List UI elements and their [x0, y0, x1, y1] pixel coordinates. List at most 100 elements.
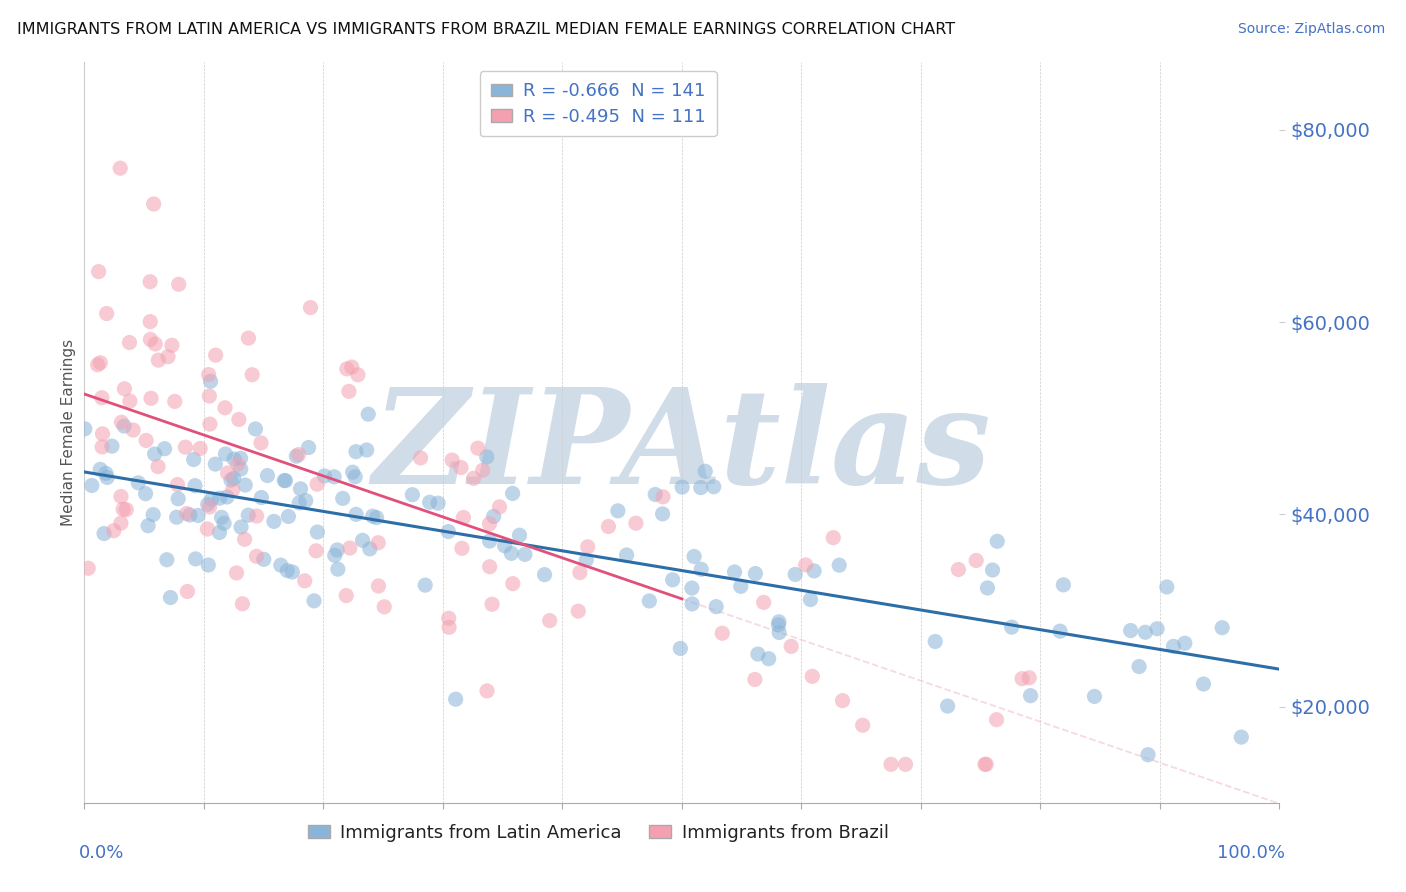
- Point: [1156, 580, 1178, 594]
- Text: 100.0%: 100.0%: [1218, 844, 1285, 862]
- Point: [166, 477, 188, 491]
- Point: [467, 441, 489, 455]
- Point: [240, 368, 263, 382]
- Point: [208, 491, 231, 505]
- Point: [413, 578, 436, 592]
- Point: [481, 597, 503, 611]
- Point: [924, 634, 946, 648]
- Point: [146, 459, 169, 474]
- Point: [77, 561, 100, 575]
- Point: [948, 562, 970, 576]
- Point: [270, 558, 292, 573]
- Point: [533, 567, 555, 582]
- Point: [652, 490, 675, 504]
- Point: [208, 525, 231, 540]
- Text: ZIPAtlas: ZIPAtlas: [373, 383, 991, 512]
- Point: [744, 566, 766, 581]
- Point: [73, 422, 96, 436]
- Point: [197, 497, 219, 511]
- Point: [94, 467, 117, 481]
- Point: [112, 419, 135, 434]
- Text: 0.0%: 0.0%: [79, 844, 124, 862]
- Point: [695, 464, 717, 478]
- Point: [730, 579, 752, 593]
- Point: [229, 520, 252, 534]
- Point: [976, 581, 998, 595]
- Point: [142, 508, 165, 522]
- Point: [1018, 671, 1040, 685]
- Point: [880, 757, 903, 772]
- Point: [965, 553, 987, 567]
- Point: [1019, 689, 1042, 703]
- Point: [450, 460, 472, 475]
- Point: [974, 757, 997, 772]
- Point: [478, 534, 501, 549]
- Point: [136, 518, 159, 533]
- Point: [139, 275, 162, 289]
- Point: [250, 436, 273, 450]
- Point: [478, 516, 501, 531]
- Point: [294, 574, 316, 588]
- Point: [91, 426, 114, 441]
- Point: [135, 486, 157, 500]
- Point: [347, 368, 370, 382]
- Point: [148, 353, 170, 368]
- Point: [281, 565, 304, 579]
- Point: [1119, 624, 1142, 638]
- Point: [290, 482, 312, 496]
- Point: [768, 625, 790, 640]
- Point: [1163, 640, 1185, 654]
- Point: [211, 510, 233, 524]
- Point: [661, 573, 683, 587]
- Point: [86, 358, 108, 372]
- Point: [159, 591, 181, 605]
- Point: [690, 562, 713, 576]
- Point: [112, 502, 135, 516]
- Point: [127, 475, 149, 490]
- Point: [357, 407, 380, 421]
- Point: [195, 522, 218, 536]
- Point: [606, 504, 628, 518]
- Point: [233, 478, 256, 492]
- Point: [299, 301, 322, 315]
- Point: [294, 493, 316, 508]
- Point: [752, 595, 775, 609]
- Point: [671, 480, 693, 494]
- Point: [184, 552, 207, 566]
- Point: [297, 441, 319, 455]
- Point: [114, 382, 136, 396]
- Point: [323, 470, 346, 484]
- Point: [681, 597, 703, 611]
- Point: [475, 684, 498, 698]
- Point: [238, 331, 260, 345]
- Point: [785, 567, 807, 582]
- Point: [160, 338, 183, 352]
- Point: [110, 516, 132, 530]
- Point: [96, 306, 118, 320]
- Point: [256, 468, 278, 483]
- Y-axis label: Median Female Earnings: Median Female Earnings: [60, 339, 76, 526]
- Point: [444, 692, 467, 706]
- Point: [288, 496, 311, 510]
- Point: [575, 553, 598, 567]
- Point: [453, 510, 475, 524]
- Point: [238, 508, 260, 523]
- Point: [1052, 578, 1074, 592]
- Point: [768, 615, 790, 629]
- Point: [110, 490, 132, 504]
- Point: [703, 480, 725, 494]
- Point: [139, 333, 162, 347]
- Point: [598, 519, 620, 533]
- Point: [356, 442, 378, 457]
- Point: [115, 502, 138, 516]
- Point: [471, 463, 494, 477]
- Point: [973, 757, 995, 772]
- Point: [478, 559, 501, 574]
- Point: [110, 415, 132, 429]
- Point: [344, 508, 367, 522]
- Point: [215, 490, 238, 504]
- Point: [323, 549, 346, 563]
- Point: [482, 509, 505, 524]
- Point: [1011, 672, 1033, 686]
- Point: [1128, 659, 1150, 673]
